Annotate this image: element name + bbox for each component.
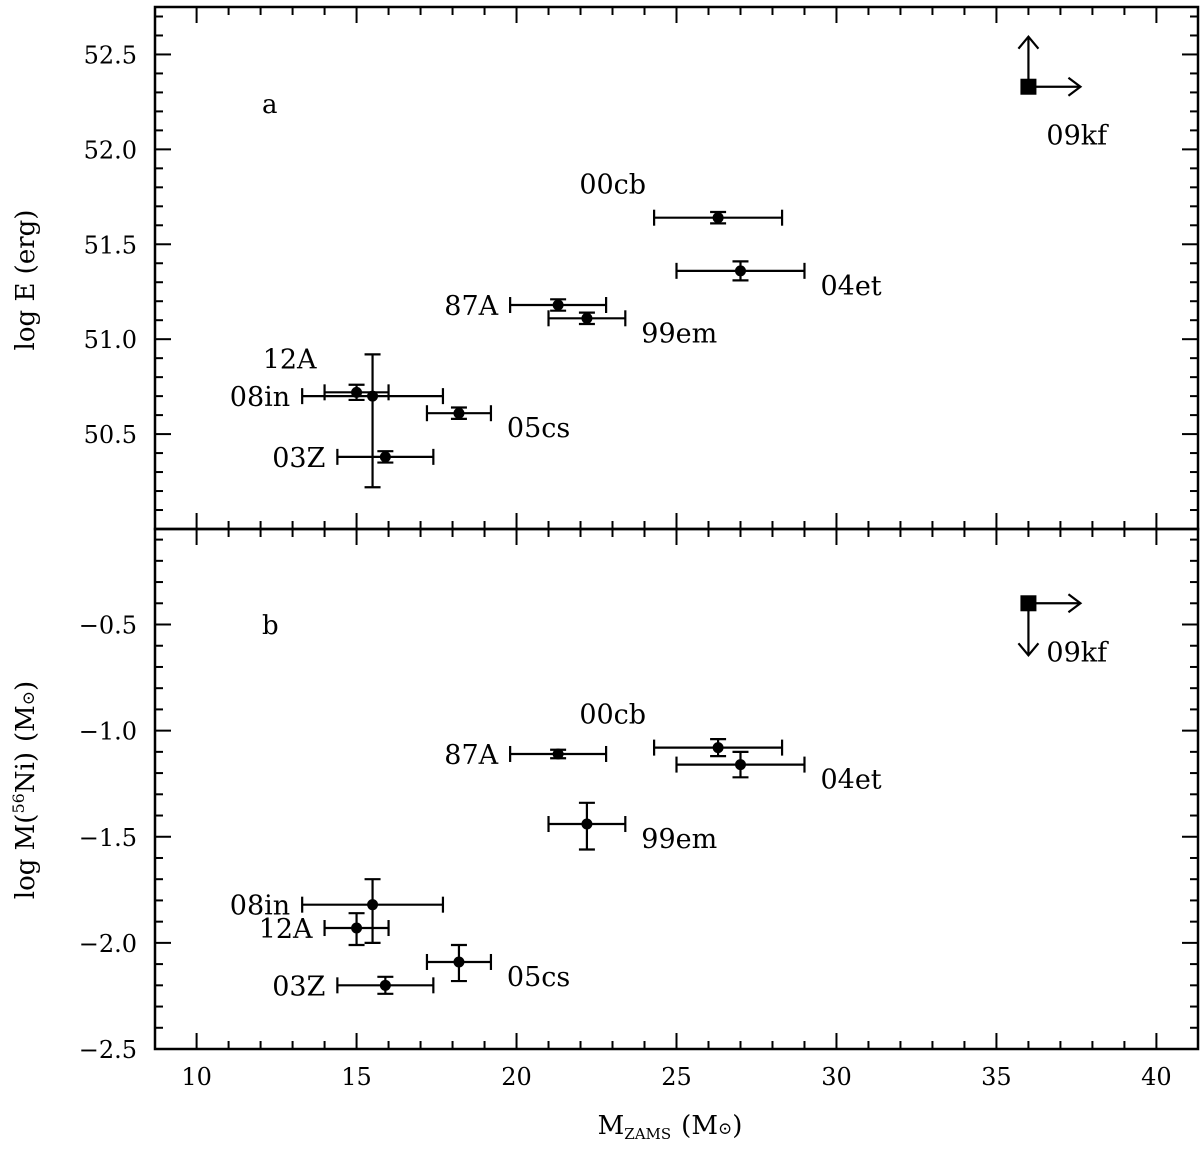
panel-a-label-03Z: 03Z [272, 443, 325, 474]
panel-b-marker [712, 742, 724, 754]
panel-a-label-00cb: 00cb [579, 170, 646, 201]
panel-b-point-87A: 87A [444, 740, 608, 771]
xtick-label: 10 [181, 1063, 212, 1091]
panel-a-label-87A: 87A [444, 291, 498, 322]
panel-a-ytick-label: 51.0 [84, 326, 137, 354]
panel-b-ytick-label: −1.0 [79, 718, 137, 746]
panel-a-limit-arrowhead-right [1067, 76, 1083, 97]
panel-b-ylabel: log M(56Ni)(M⊙) [9, 681, 41, 899]
panel-b-point-12A: 12A [259, 912, 390, 947]
panel-b-label-05cs: 05cs [507, 962, 570, 993]
panel-a-letter: a [262, 90, 278, 120]
panel-b-label-12A: 12A [259, 914, 313, 945]
panel-a-label-08in: 08in [230, 382, 290, 413]
panel-a-label-04et: 04et [820, 271, 881, 302]
panel-a-label-05cs: 05cs [507, 413, 570, 444]
panel-b-label-09kf: 09kf [1046, 637, 1109, 668]
panel-a-marker [712, 212, 724, 224]
panel-b-label-00cb: 00cb [579, 700, 646, 731]
panel-a-point-99em: 99em [547, 310, 717, 349]
panel-b-point-04et: 04et [675, 750, 882, 796]
panel-a-label-09kf: 09kf [1046, 121, 1109, 152]
panel-a-label-99em: 99em [641, 318, 717, 349]
panel-b-marker [367, 899, 379, 911]
panel-a-ytick-label: 52.5 [84, 41, 137, 69]
panel-a-limit-arrowhead-up [1017, 35, 1040, 50]
panel-a-point-04et: 04et [675, 260, 882, 302]
x-axis-title: MZAMS (M⊙) [598, 1111, 743, 1143]
panel-b-label-99em: 99em [641, 824, 717, 855]
panel-b-marker [734, 759, 746, 771]
panel-a-limit-point-09kf: 09kf [1017, 35, 1109, 152]
panel-b-label-03Z: 03Z [272, 971, 325, 1002]
panel-b-limit-arrowhead-down [1017, 642, 1040, 658]
panel-b-limit-arrowhead-right [1067, 593, 1083, 614]
panel-b-label-04et: 04et [820, 765, 881, 796]
panel-b-limit-point-09kf: 09kf [1017, 593, 1109, 668]
panel-a-point-03Z: 03Z [272, 443, 435, 474]
panel-b-ytick-label: −1.5 [79, 824, 137, 852]
data-marks: 87A99em00cb03Z04et05cs12A08in09kf87A00cb… [230, 35, 1109, 1002]
xtick-label: 20 [501, 1063, 532, 1091]
xtick-label: 40 [1141, 1063, 1172, 1091]
panel-a-point-05cs: 05cs [425, 405, 570, 444]
panel-b-point-08in: 08in [230, 878, 445, 944]
xtick-label: 30 [821, 1063, 852, 1091]
panel-b-letter: b [262, 611, 279, 641]
xtick-label: 35 [981, 1063, 1012, 1091]
panel-b-ytick-label: −0.5 [79, 612, 137, 640]
panel-a-point-87A: 87A [444, 291, 608, 322]
panel-b-marker [351, 922, 363, 934]
panel-a-point-08in: 08in [230, 353, 445, 489]
panel-a-point-00cb: 00cb [579, 170, 784, 226]
panel-b-point-05cs: 05cs [425, 943, 570, 993]
panel-b-point-03Z: 03Z [272, 971, 435, 1002]
panel-a-marker [379, 451, 391, 463]
panel-b-ytick-label: −2.0 [79, 930, 137, 958]
panel-b-label-08in: 08in [230, 891, 290, 922]
panel-a-label-12A: 12A [263, 344, 317, 375]
xtick-label: 25 [661, 1063, 692, 1091]
panel-a-marker [734, 265, 746, 277]
panel-b-marker [581, 818, 593, 830]
panel-b-marker [379, 979, 391, 991]
panel-a-marker [367, 390, 379, 402]
xtick-label: 15 [341, 1063, 372, 1091]
panel-b-point-00cb: 00cb [579, 700, 784, 758]
panel-b-label-87A: 87A [444, 740, 498, 771]
panel-a-ytick-label: 51.5 [84, 231, 137, 259]
panel-a-marker [453, 407, 465, 419]
panel-b-marker [552, 748, 564, 760]
axis-ticks: 50.5 51.0 51.5 52.0 52.5 −2.5 −2.0 −1.5 −1.0 −0.5… [79, 7, 1198, 1091]
panel-a-marker [552, 299, 564, 311]
panel-b-ytick-label: −2.5 [79, 1036, 137, 1064]
panel-a-ylabel: log E (erg) [11, 210, 41, 351]
panel-b-marker [453, 956, 465, 968]
panel-a-ytick-label: 50.5 [84, 421, 137, 449]
panel-a-marker [581, 312, 593, 324]
panel-b-point-99em: 99em [547, 801, 717, 855]
panel-a-ytick-label: 52.0 [84, 136, 137, 164]
